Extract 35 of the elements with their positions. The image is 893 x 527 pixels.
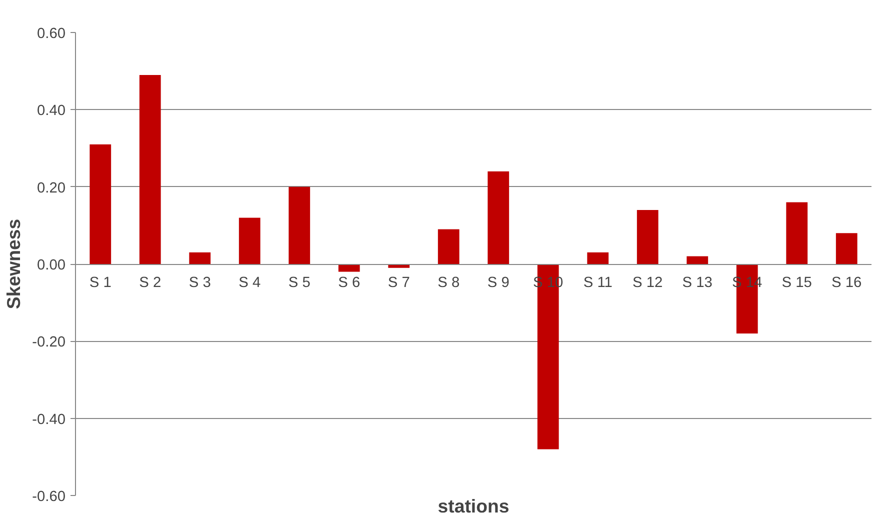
bar [139,74,161,264]
y-tick-label: 0.40 [36,103,66,120]
bar [686,256,708,264]
x-tick-label: S 12 [632,275,663,291]
bar [238,218,260,264]
x-tick-label: S 11 [583,275,612,291]
y-tick-label: -0.40 [32,412,66,428]
bar [438,229,460,264]
bar [488,171,510,264]
bar [836,233,858,264]
bar [288,186,310,264]
x-tick-label: S 4 [238,275,261,291]
y-tick-label: -0.60 [32,489,66,505]
y-tick-label: -0.20 [32,334,66,351]
x-tick-label: S 1 [89,275,112,291]
bar [786,202,808,264]
x-axis-title: stations [438,496,510,516]
bar [587,252,609,264]
x-tick-label: S 13 [682,275,712,291]
bar [636,210,658,264]
y-tick-label: 0.20 [36,180,66,196]
x-tick-label: S 2 [139,275,162,291]
x-tick-label: S 8 [438,275,460,291]
x-tick-label: S 7 [388,275,410,291]
y-tick-label: 0.00 [36,258,66,274]
y-axis-title: Skewness [3,218,24,310]
x-tick-label: S 5 [288,275,310,291]
bar [189,252,211,264]
y-tick-label: 0.60 [36,26,66,42]
x-tick-label: S 3 [188,275,211,291]
x-tick-label: S 6 [338,275,360,291]
bar [90,144,112,264]
x-tick-label: S 15 [782,275,812,291]
x-tick-label: S 9 [487,275,510,291]
x-tick-label: S 16 [832,275,862,291]
